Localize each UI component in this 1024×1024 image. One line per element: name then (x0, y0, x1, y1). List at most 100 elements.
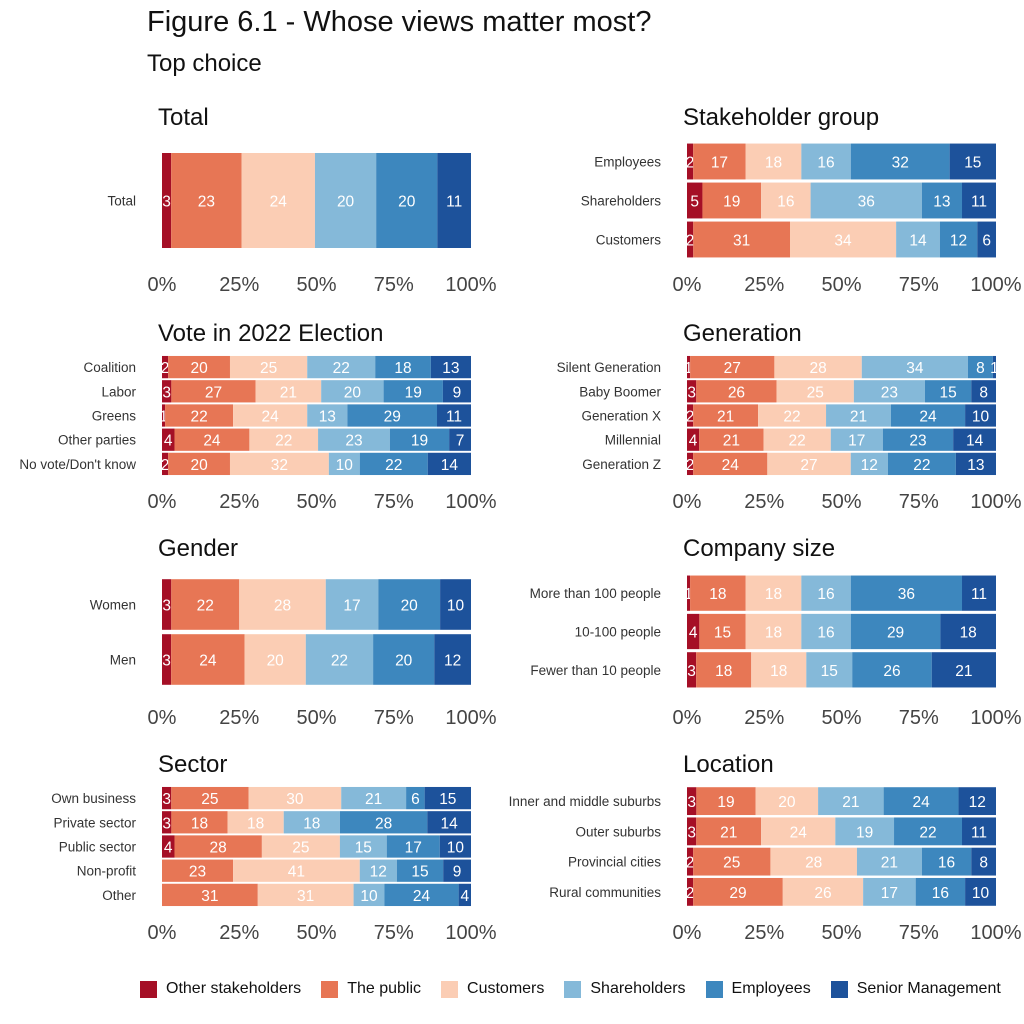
data-label: 1 (159, 409, 168, 426)
bar-segment-shareholders (826, 404, 891, 427)
data-label: 18 (770, 663, 787, 680)
bar-segment-the-public (696, 652, 752, 688)
data-label: 3 (687, 824, 696, 841)
data-label: 19 (405, 384, 422, 401)
data-label: 18 (765, 586, 782, 603)
legend-label-senior-management: Senior Management (856, 980, 1001, 997)
chart-panel-sector: Sector Own business 3 25 30 21 6 15 Private sect… (51, 751, 497, 944)
bar-segment-senior-management (955, 452, 996, 476)
bar-segment-employees (396, 859, 444, 882)
bar-segment-customers (776, 380, 854, 403)
x-tick-label: 100% (445, 922, 496, 944)
data-label: 13 (967, 457, 984, 474)
x-tick-label: 0% (673, 491, 702, 513)
data-label: 15 (939, 384, 956, 401)
data-label: 9 (453, 864, 462, 881)
x-tick-label: 50% (821, 707, 861, 729)
x-tick-label: 100% (445, 491, 496, 513)
data-label: 29 (384, 409, 401, 426)
x-tick-label: 75% (374, 491, 414, 513)
bar-segment-other-stakeholders (687, 817, 697, 846)
data-label: 18 (247, 815, 264, 832)
legend-item-other-stakeholders: Other stakeholders (140, 980, 301, 998)
bar-segment-the-public (690, 575, 746, 611)
data-label: 2 (686, 457, 695, 474)
data-label: 16 (932, 885, 949, 902)
data-label: 2 (686, 885, 695, 902)
data-label: 6 (982, 233, 991, 250)
x-tick-label: 25% (744, 922, 784, 944)
data-label: 21 (723, 433, 740, 450)
category-label: More than 100 people (530, 586, 661, 601)
data-label: 15 (964, 155, 981, 172)
bar-segment-employees (378, 579, 441, 630)
data-label: 18 (709, 586, 726, 603)
category-label: Women (90, 598, 136, 613)
bar-segment-the-public (171, 811, 228, 834)
category-label: Generation X (581, 409, 661, 424)
legend-item-shareholders: Shareholders (564, 980, 686, 998)
bar-segment-shareholders (341, 786, 407, 810)
bar-segment-employees (883, 787, 959, 816)
x-tick-label: 100% (445, 707, 496, 729)
bar-segment-employees (850, 575, 963, 611)
data-label: 10 (447, 598, 465, 615)
bar-segment-the-public (693, 877, 783, 906)
legend-swatch-employees (705, 980, 723, 998)
legend-label-other-stakeholders: Other stakeholders (166, 980, 302, 997)
data-label: 12 (969, 794, 986, 811)
category-label: Other parties (58, 433, 136, 448)
data-label: 30 (286, 791, 304, 808)
legend-swatch-senior-management (830, 980, 848, 998)
data-label: 2 (686, 855, 695, 872)
category-label: Men (110, 653, 136, 668)
bar-segment-shareholders (359, 859, 397, 882)
data-label: 15 (714, 625, 731, 642)
data-label: 23 (345, 433, 362, 450)
bar-segment-customers (257, 883, 354, 907)
category-label: Inner and middle suburbs (509, 794, 662, 809)
data-label: 24 (722, 457, 740, 474)
data-label: 16 (817, 586, 834, 603)
data-label: 22 (275, 433, 292, 450)
bar-segment-the-public (171, 153, 242, 248)
data-label: 18 (765, 625, 782, 642)
data-label: 24 (203, 433, 221, 450)
bar-segment-other-stakeholders (687, 652, 697, 688)
bar-segment-other-stakeholders (162, 835, 175, 858)
data-label: 2 (161, 457, 170, 474)
bar-segment-employees (882, 428, 954, 451)
bar-segment-employees (384, 883, 459, 907)
data-label: 17 (711, 155, 728, 172)
data-label: 11 (971, 194, 987, 211)
data-label: 4 (164, 433, 173, 450)
data-label: 41 (288, 864, 305, 881)
bar-segment-senior-management (443, 859, 471, 882)
bar-segment-employees (359, 452, 428, 476)
bar-segment-senior-management (971, 380, 996, 403)
data-label: 3 (162, 791, 171, 808)
x-tick-label: 25% (744, 491, 784, 513)
data-label: 24 (912, 794, 930, 811)
data-label: 15 (411, 864, 428, 881)
data-label: 14 (966, 433, 984, 450)
x-tick-label: 50% (296, 707, 336, 729)
category-label: Millennial (605, 433, 661, 448)
data-label: 1 (684, 360, 693, 377)
bar-segment-customers (761, 182, 811, 219)
bar-segment-other-stakeholders (687, 613, 700, 650)
bar-segment-the-public (696, 787, 756, 816)
bar-segment-the-public (168, 355, 230, 379)
figure-title: Figure 6.1 - Whose views matter most? (147, 6, 652, 38)
bar-segment-other-stakeholders (162, 404, 166, 427)
data-label: 11 (971, 586, 987, 603)
bar-segment-senior-management (971, 847, 996, 876)
x-tick-label: 50% (821, 922, 861, 944)
data-label: 17 (343, 598, 360, 615)
bar-segment-the-public (699, 428, 764, 451)
data-label: 21 (720, 824, 737, 841)
bar-segment-employees (939, 221, 978, 258)
category-label: Rural communities (549, 885, 661, 900)
bar-segment-employees (389, 428, 450, 451)
